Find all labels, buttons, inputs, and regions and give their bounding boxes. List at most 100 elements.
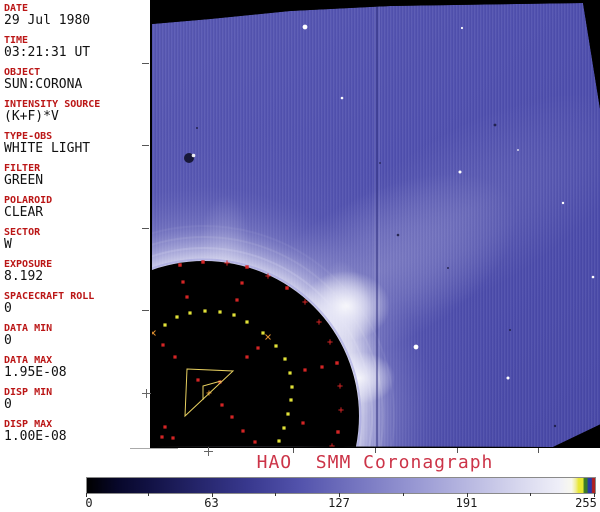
colorbar <box>86 477 596 494</box>
metadata-item: OBJECT SUN:CORONA <box>4 67 150 92</box>
limb-marker-red <box>201 260 205 264</box>
star-point <box>517 149 519 151</box>
star-point <box>458 170 462 174</box>
metadata-item: TYPE-OBS WHITE LIGHT <box>4 131 150 156</box>
scatter-marker-red <box>320 365 324 369</box>
dust-spot-highlight <box>191 153 196 158</box>
star-layer <box>196 24 597 428</box>
scatter-marker-red <box>181 280 185 284</box>
metadata-value: W <box>4 237 12 252</box>
arc-marker-yellow <box>274 344 278 348</box>
metadata-label: DISP MAX <box>4 419 53 430</box>
metadata-item: POLAROID CLEAR <box>4 195 150 220</box>
axis-tick-left <box>142 310 149 311</box>
metadata-value: 0 <box>4 301 12 316</box>
metadata-item: DISP MAX 1.00E-08 <box>4 419 150 444</box>
metadata-item: INTENSITY SOURCE (K+F)*V <box>4 99 150 124</box>
colorbar-minor-tick <box>147 493 149 496</box>
scatter-marker-red <box>301 421 305 425</box>
arc-marker-yellow <box>290 385 294 389</box>
metadata-item: DATA MAX 1.95E-08 <box>4 355 150 380</box>
metadata-value: CLEAR <box>4 205 44 220</box>
limb-marker-red <box>245 265 249 269</box>
arc-marker-yellow <box>163 323 167 327</box>
axis-tick-left <box>142 228 149 229</box>
column-artifact <box>376 3 378 447</box>
limb-marker-red-cross <box>302 299 308 305</box>
dark-speck <box>379 162 381 164</box>
scatter-marker-red <box>240 281 244 285</box>
metadata-label: OBJECT <box>4 67 41 78</box>
fiducial-cross-bottom <box>204 447 213 456</box>
scatter-marker-red <box>218 380 222 384</box>
scatter-marker-red <box>185 295 189 299</box>
colorbar-major-tick <box>86 493 87 497</box>
limb-marker-red-cross <box>337 383 343 389</box>
diffraction-ring-2 <box>152 236 384 447</box>
dust-spot <box>184 153 194 163</box>
image-caption: HAO SMM Coronagraph <box>256 452 494 473</box>
limb-marker-red <box>336 430 340 434</box>
metadata-label: FILTER <box>4 163 41 174</box>
colorbar-major-tick <box>594 493 595 497</box>
colorbar-minor-tick <box>530 493 532 496</box>
axis-tick-bottom <box>538 448 539 453</box>
coronagraph-image <box>150 0 600 448</box>
limb-marker-red <box>335 361 339 365</box>
diffraction-ring-3 <box>152 225 395 447</box>
colorbar-minor-tick <box>275 493 277 496</box>
metadata-item: EXPOSURE 8.192 <box>4 259 150 284</box>
metadata-value: 1.00E-08 <box>4 429 67 444</box>
metadata-value: (K+F)*V <box>4 109 59 124</box>
axis-tick-left <box>142 63 149 64</box>
metadata-value: 0 <box>4 397 12 412</box>
limb-marker-red-cross <box>338 407 344 413</box>
metadata-value: 0 <box>4 333 12 348</box>
scatter-marker-red <box>303 368 307 372</box>
calibration-polygon <box>184 368 235 418</box>
colorbar-major-tick <box>466 493 468 497</box>
limb-marker-red <box>285 286 289 290</box>
fiducial-x-orange <box>265 334 271 340</box>
colorbar-major-tick <box>339 493 340 497</box>
metadata-item: DISP MIN 0 <box>4 387 150 412</box>
occulter-disk <box>152 261 359 447</box>
metadata-item: DATA MIN 0 <box>4 323 150 348</box>
scatter-marker-red <box>256 346 260 350</box>
metadata-label: SPACECRAFT ROLL <box>4 291 95 302</box>
metadata-label: SECTOR <box>4 227 41 238</box>
dark-speck <box>396 233 400 237</box>
limb-marker-red-cross <box>224 260 230 266</box>
metadata-value: 1.95E-08 <box>4 365 67 380</box>
coronagraph-scene <box>150 0 600 448</box>
scatter-marker-red <box>173 355 177 359</box>
limb-marker-red-cross <box>327 339 333 345</box>
scatter-marker-red <box>160 435 164 439</box>
scatter-marker-red <box>235 298 239 302</box>
colorbar-tick-label: 191 <box>455 496 478 510</box>
star-point <box>561 201 565 205</box>
axis-tick-left <box>142 145 149 146</box>
metadata-item: DATE 29 Jul 1980 <box>4 3 150 28</box>
arc-marker-yellow <box>277 439 281 443</box>
metadata-label: DATA MAX <box>4 355 53 366</box>
limb-marker-red-cross <box>265 273 271 279</box>
metadata-value: WHITE LIGHT <box>4 141 91 156</box>
metadata-panel: DATE 29 Jul 1980 TIME 03:21:31 UT OBJECT SUN:… <box>0 0 150 448</box>
scatter-marker-red <box>161 343 165 347</box>
metadata-item: FILTER GREEN <box>4 163 150 188</box>
arc-marker-yellow <box>232 313 236 317</box>
metadata-label: DATA MIN <box>4 323 53 334</box>
colorbar-minor-tick <box>402 493 404 496</box>
scatter-marker-red <box>253 440 257 444</box>
star-point <box>302 24 308 30</box>
arc-marker-yellow <box>286 412 290 416</box>
column-artifact-edge <box>379 3 380 447</box>
colorbar-major-tick <box>211 493 213 497</box>
fiducial-x-orange <box>152 330 156 336</box>
column-artifact-edge <box>374 3 375 447</box>
dark-speck <box>553 424 557 428</box>
dark-speck <box>493 123 497 127</box>
fiducial-cross-left <box>142 389 151 398</box>
